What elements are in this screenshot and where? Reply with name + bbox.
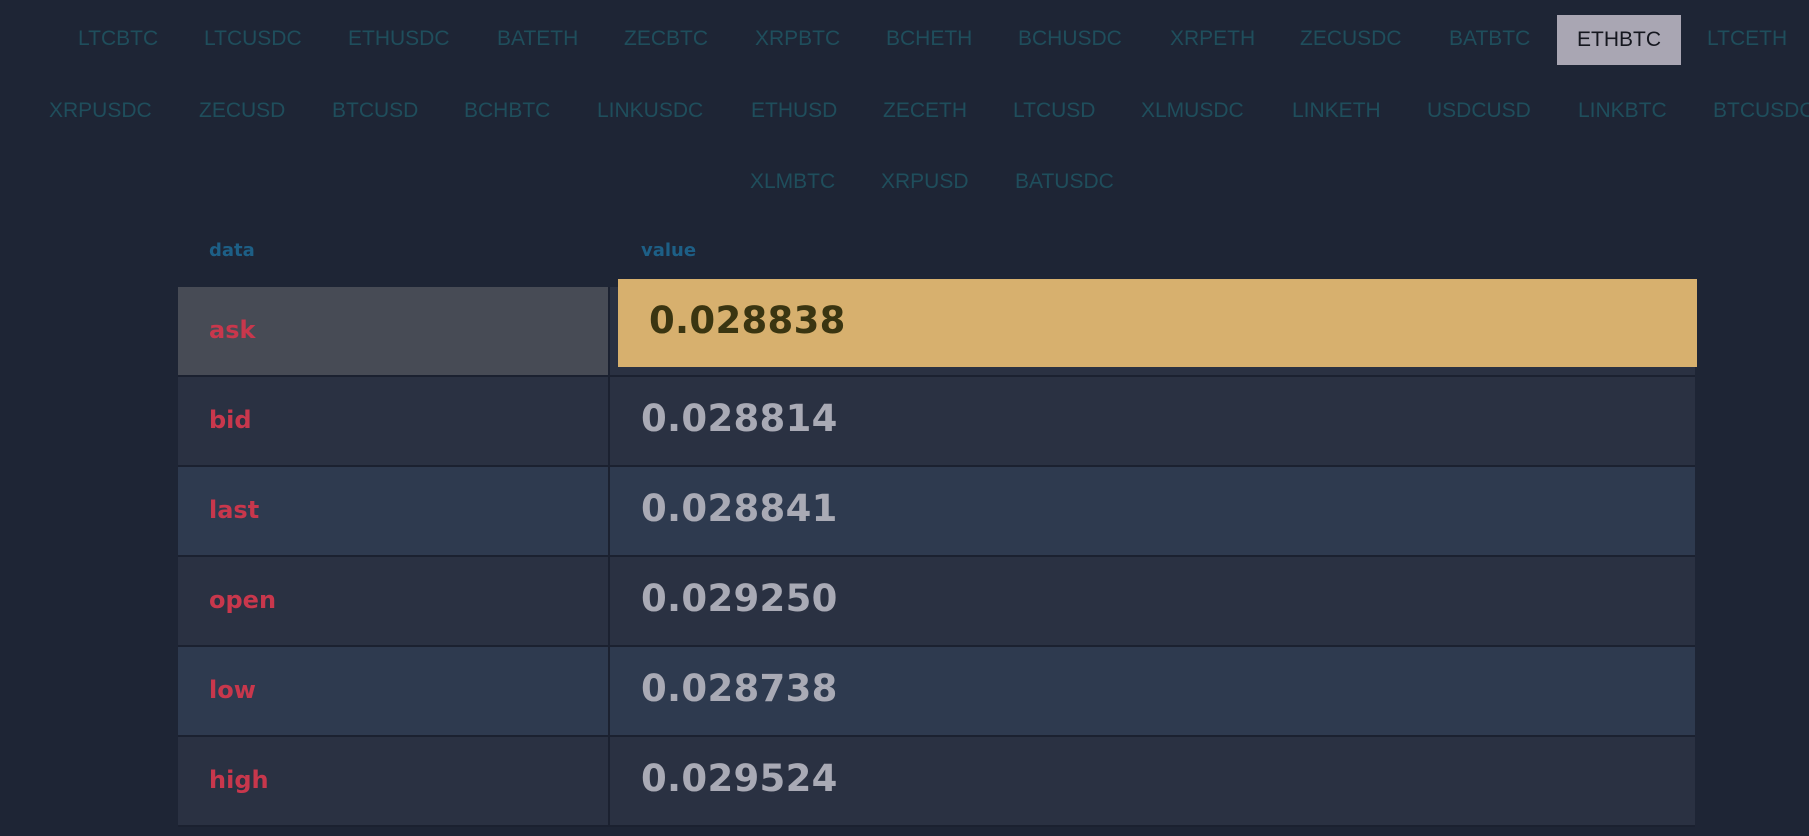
currency-pair-bar: LTCBTC LTCUSDC ETHUSDC BATETH ZECBTC XRP… [0,0,1809,210]
pair-linkusdc[interactable]: LINKUSDC [597,99,704,122]
table-row-high: high 0.029524 [178,737,1695,827]
row-value: 0.029250 [610,557,1695,645]
pair-zeceth[interactable]: ZECETH [883,99,967,122]
row-value: 0.028738 [610,647,1695,735]
pair-batbtc[interactable]: BATBTC [1449,27,1531,50]
pair-xlmusdc[interactable]: XLMUSDC [1141,99,1244,122]
pair-btcusdc[interactable]: BTCUSDC [1713,99,1809,122]
pair-bchbtc[interactable]: BCHBTC [464,99,551,122]
table-row-open: open 0.029250 [178,557,1695,647]
row-key-label: low [209,676,256,704]
row-value-text: 0.028841 [641,487,838,530]
row-key: high [178,737,610,825]
pair-ltceth[interactable]: LTCETH [1707,27,1788,50]
pair-ethusdc[interactable]: ETHUSDC [348,27,450,50]
pair-ltcbtc[interactable]: LTCBTC [78,27,159,50]
row-value-text: 0.028838 [649,299,846,342]
table-row-last: last 0.028841 [178,467,1695,557]
table-header: data value [178,222,1695,287]
table-row-ask: ask 0.028838 [178,279,1697,377]
pair-batusdc[interactable]: BATUSDC [1015,170,1114,193]
row-value-text: 0.029250 [641,577,838,620]
row-key: last [178,467,610,555]
row-key-label: bid [209,406,252,434]
pair-linkbtc[interactable]: LINKBTC [1578,99,1667,122]
pair-ethusd[interactable]: ETHUSD [751,99,838,122]
row-key: bid [178,377,610,465]
row-key-label: high [209,766,269,794]
row-key-label: last [209,496,260,524]
pair-zecusd[interactable]: ZECUSD [199,99,286,122]
row-key-label: open [209,586,277,614]
table-row-low: low 0.028738 [178,647,1695,737]
pair-ethbtc-selected[interactable]: ETHBTC [1557,15,1681,65]
pair-xlmbtc[interactable]: XLMBTC [750,170,836,193]
table-row-bid: bid 0.028814 [178,377,1695,467]
pair-bchusdc[interactable]: BCHUSDC [1018,27,1122,50]
row-key: open [178,557,610,645]
row-value-highlighted: 0.028838 [618,279,1697,367]
pair-ltcusd[interactable]: LTCUSD [1013,99,1096,122]
header-data: data [209,240,255,261]
row-value: 0.028814 [610,377,1695,465]
pair-usdcusd[interactable]: USDCUSD [1427,99,1531,122]
row-value-text: 0.029524 [641,757,838,800]
row-value-text: 0.028738 [641,667,838,710]
ticker-table: data value ask 0.028838 bid 0.028814 las… [178,222,1697,827]
pair-linketh[interactable]: LINKETH [1292,99,1381,122]
pair-btcusd[interactable]: BTCUSD [332,99,419,122]
header-value: value [641,240,697,261]
pair-zecusdc[interactable]: ZECUSDC [1300,27,1402,50]
pair-ltcusdc[interactable]: LTCUSDC [204,27,302,50]
pair-xrpusdc[interactable]: XRPUSDC [49,99,152,122]
pair-bcheth[interactable]: BCHETH [886,27,973,50]
row-key: ask [178,287,610,375]
row-value: 0.029524 [610,737,1695,825]
row-value: 0.028841 [610,467,1695,555]
row-value-text: 0.028814 [641,397,838,440]
row-key: low [178,647,610,735]
pair-bateth[interactable]: BATETH [497,27,579,50]
pair-xrpbtc[interactable]: XRPBTC [755,27,841,50]
pair-zecbtc[interactable]: ZECBTC [624,27,708,50]
pair-xrpeth[interactable]: XRPETH [1170,27,1256,50]
pair-xrpusd[interactable]: XRPUSD [881,170,969,193]
row-key-label: ask [209,316,256,344]
